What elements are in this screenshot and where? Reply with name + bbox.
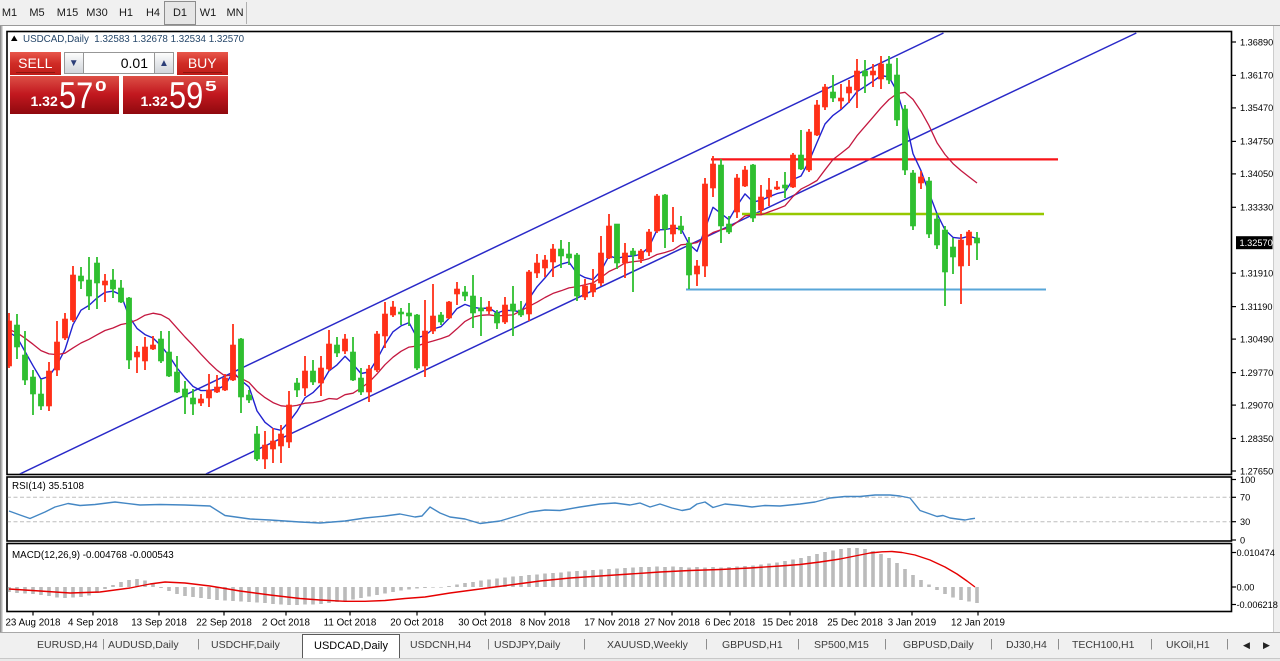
svg-text:1.35470: 1.35470 (1240, 103, 1273, 113)
svg-text:RSI(14) 35.5108: RSI(14) 35.5108 (12, 481, 84, 492)
svg-text:MACD(12,26,9) -0.004768 -0.000: MACD(12,26,9) -0.004768 -0.000543 (12, 550, 174, 561)
svg-text:13 Sep 2018: 13 Sep 2018 (131, 618, 187, 629)
svg-text:15 Dec 2018: 15 Dec 2018 (762, 618, 818, 629)
svg-text:1.36890: 1.36890 (1240, 37, 1273, 47)
svg-text:1.30490: 1.30490 (1240, 334, 1273, 344)
svg-text:0.010474: 0.010474 (1237, 548, 1275, 558)
svg-text:70: 70 (1240, 493, 1250, 503)
svg-text:25 Dec 2018: 25 Dec 2018 (827, 618, 883, 629)
svg-text:23 Aug 2018: 23 Aug 2018 (5, 618, 61, 629)
svg-text:100: 100 (1240, 475, 1255, 485)
svg-text:1.28350: 1.28350 (1240, 434, 1273, 444)
svg-text:12 Jan 2019: 12 Jan 2019 (951, 618, 1005, 629)
svg-text:0: 0 (1240, 535, 1245, 545)
svg-text:1.33330: 1.33330 (1240, 203, 1273, 213)
svg-text:1.27650: 1.27650 (1240, 466, 1273, 476)
svg-text:17 Nov 2018: 17 Nov 2018 (584, 618, 640, 629)
svg-text:11 Oct 2018: 11 Oct 2018 (324, 618, 377, 629)
svg-text:0.00: 0.00 (1237, 582, 1255, 592)
svg-text:2 Oct 2018: 2 Oct 2018 (262, 618, 310, 629)
svg-text:30 Oct 2018: 30 Oct 2018 (458, 618, 512, 629)
svg-text:3 Jan 2019: 3 Jan 2019 (888, 618, 936, 629)
svg-text:1.31190: 1.31190 (1240, 302, 1273, 312)
svg-text:27 Nov 2018: 27 Nov 2018 (644, 618, 700, 629)
svg-text:6 Dec 2018: 6 Dec 2018 (705, 618, 756, 629)
svg-text:USDCAD,Daily 1.32583 1.32678: USDCAD,Daily 1.32583 1.32678 1.32534 1.3… (23, 34, 245, 45)
svg-text:-0.006218: -0.006218 (1237, 600, 1278, 610)
svg-text:30: 30 (1240, 517, 1250, 527)
svg-text:1.34050: 1.34050 (1240, 169, 1273, 179)
svg-text:1.31910: 1.31910 (1240, 269, 1273, 279)
svg-text:22 Sep 2018: 22 Sep 2018 (196, 618, 252, 629)
svg-text:1.32570: 1.32570 (1240, 238, 1273, 248)
svg-text:1.29070: 1.29070 (1240, 400, 1273, 410)
svg-text:8 Nov 2018: 8 Nov 2018 (520, 618, 571, 629)
svg-text:20 Oct 2018: 20 Oct 2018 (390, 618, 444, 629)
svg-text:1.34750: 1.34750 (1240, 137, 1273, 147)
svg-text:1.36170: 1.36170 (1240, 71, 1273, 81)
svg-text:4 Sep 2018: 4 Sep 2018 (68, 618, 119, 629)
svg-text:1.29770: 1.29770 (1240, 368, 1273, 378)
